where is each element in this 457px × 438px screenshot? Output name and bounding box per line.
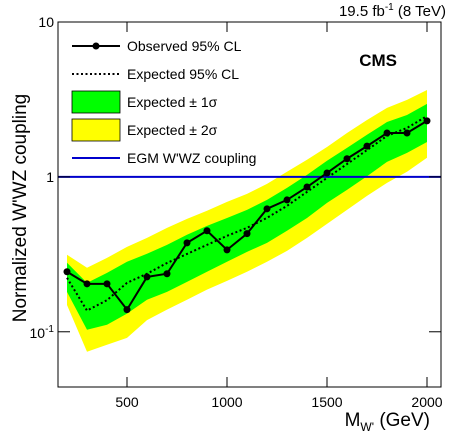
marker: [403, 129, 411, 137]
marker: [123, 306, 131, 314]
y-tick-label: 1: [46, 169, 54, 185]
y-tick-label-sup: -1: [45, 324, 54, 335]
band: [67, 103, 427, 330]
marker: [243, 230, 251, 238]
marker: [343, 155, 351, 163]
legend-label: EGM W'WZ coupling: [127, 150, 256, 166]
plot-area: [58, 89, 441, 352]
marker: [183, 239, 191, 247]
frame: [57, 21, 442, 388]
lumi-rest: (8 TeV): [394, 3, 446, 20]
legend-swatch: [71, 90, 121, 114]
marker: [303, 183, 311, 191]
line: [66, 115, 428, 312]
x-axis-label-sub: W': [360, 420, 374, 434]
legend-label: Expected ± 2σ: [127, 122, 218, 138]
marker: [363, 142, 371, 150]
x-tick-label: 1500: [311, 394, 342, 410]
legend-label: Expected 95% CL: [127, 66, 239, 82]
marker: [63, 268, 71, 276]
y-tick-label: 10: [38, 14, 54, 30]
marker: [383, 129, 391, 137]
marker: [83, 280, 91, 288]
annotation: CMS: [359, 51, 397, 70]
marker: [163, 270, 171, 278]
lumi-sup: -1: [385, 2, 394, 13]
y-axis-label: Normalized W'WZ coupling: [10, 94, 31, 323]
legend-swatch: [71, 118, 121, 142]
marker: [203, 227, 211, 235]
marker: [143, 273, 151, 281]
y-tick-label: 10-1: [30, 324, 55, 341]
marker: [323, 169, 331, 177]
marker: [103, 280, 111, 288]
marker: [223, 246, 231, 254]
legend-marker: [92, 42, 100, 50]
lumi-text: 19.5 fb: [339, 3, 385, 20]
x-tick-label: 1000: [211, 394, 242, 410]
x-tick-label: 500: [115, 394, 139, 410]
x-axis-label: MW' (GeV): [345, 410, 430, 434]
marker: [423, 117, 431, 125]
x-axis-label-main: M: [345, 410, 361, 431]
x-axis-label-rest: (GeV): [374, 410, 430, 431]
legend-label: Observed 95% CL: [127, 38, 242, 54]
x-tick-label: 2000: [411, 394, 442, 410]
marker: [263, 205, 271, 213]
legend-label: Expected ± 1σ: [127, 94, 218, 110]
y-tick-label-base: 10: [30, 325, 46, 341]
marker: [283, 196, 291, 204]
lumi-label: 19.5 fb-1 (8 TeV): [339, 2, 446, 20]
